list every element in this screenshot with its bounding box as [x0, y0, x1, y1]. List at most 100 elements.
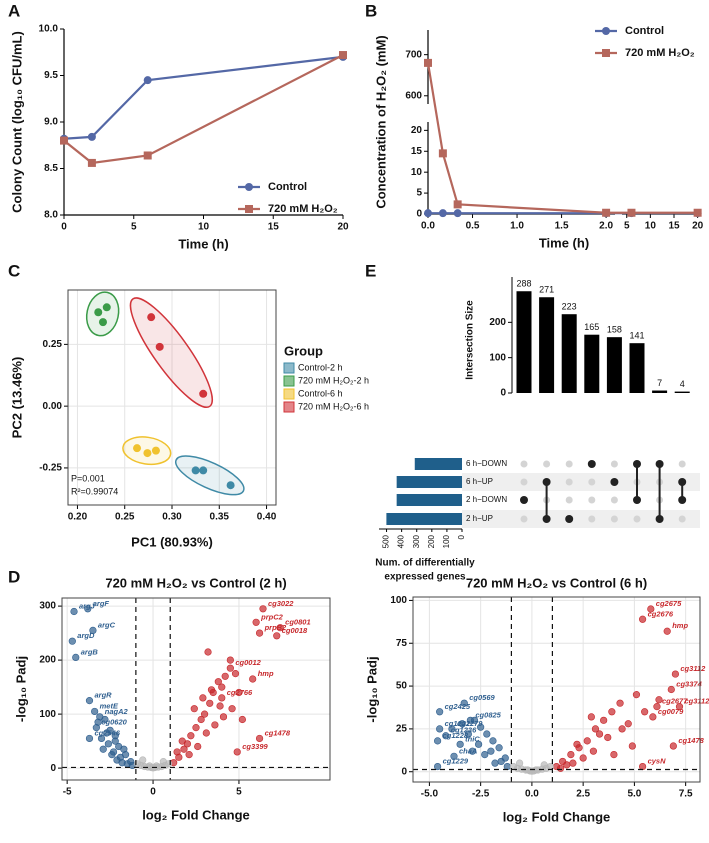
point [194, 742, 202, 751]
point [573, 740, 581, 748]
point [200, 710, 209, 718]
bar [629, 343, 645, 393]
marker [245, 183, 253, 191]
marker [693, 208, 702, 217]
annotation: P=0.001 [71, 473, 105, 483]
plot-border [412, 596, 701, 783]
point [233, 748, 241, 756]
matrix-dot [655, 460, 664, 468]
legend-swatch [283, 388, 295, 400]
point [235, 688, 243, 697]
set-label: 2 h−DOWN [466, 495, 507, 504]
point [255, 629, 264, 637]
series-line [63, 54, 344, 165]
panel-label: B [365, 1, 377, 20]
point [159, 758, 167, 766]
x-axis-label: expressed genes [384, 572, 466, 583]
point [464, 730, 472, 738]
point [94, 308, 103, 317]
x-tick-label: 0 [150, 787, 156, 798]
bar [539, 297, 555, 393]
point [99, 745, 107, 753]
point [468, 747, 477, 755]
x-tick-label: 500 [382, 534, 391, 548]
group-ellipse [129, 297, 213, 408]
x-axis-label: log₂ Fold Change [503, 809, 611, 824]
matrix-dot-empty [588, 478, 596, 486]
matrix-dot [520, 496, 528, 504]
gene-label: cg2425 [445, 702, 471, 711]
matrix-dot-empty [610, 496, 618, 504]
x-tick-label: 0.20 [68, 512, 88, 523]
marker [453, 209, 462, 218]
marker [602, 49, 610, 57]
point [579, 754, 587, 762]
marker [245, 205, 253, 213]
marker [87, 158, 96, 167]
point [503, 762, 511, 771]
gene-label: cysN [648, 757, 667, 766]
gene-label: prpB2 [264, 623, 287, 632]
point [102, 303, 111, 312]
point [199, 694, 207, 702]
point [460, 699, 468, 707]
gene-label: argD [77, 631, 95, 640]
matrix-dot-empty [565, 496, 573, 504]
panel-label: C [8, 261, 20, 280]
y-tick-label: 75 [396, 638, 408, 649]
x-tick-label: 0.30 [162, 512, 182, 523]
legend-label: Control-2 h [298, 362, 343, 372]
point [231, 670, 240, 678]
point [540, 761, 548, 769]
gene-label: cg3112 [685, 697, 709, 706]
x-tick-label: 15 [668, 221, 680, 232]
point [638, 615, 647, 623]
legend-swatch [283, 401, 295, 413]
y-axis-label: Intersection Size [465, 300, 476, 380]
point [655, 696, 663, 704]
y-tick-label: 50 [396, 681, 408, 692]
x-tick-label: 5 [624, 221, 630, 232]
matrix-dot-empty [520, 478, 528, 486]
plot-border [67, 289, 277, 506]
point [608, 708, 616, 716]
y-tick-label: 0.00 [43, 401, 63, 412]
legend-label: 720 mM H₂O₂-2 h [298, 375, 369, 385]
gene-label: hmp [672, 621, 688, 630]
point [276, 624, 284, 632]
point [101, 715, 109, 724]
panel-label: A [8, 1, 20, 20]
marker [339, 51, 347, 60]
point [489, 737, 497, 745]
matrix-dot [633, 496, 641, 504]
chart-title: 720 mM H₂O₂ vs Control (2 h) [105, 575, 286, 590]
point [434, 762, 442, 771]
y-tick-label: 15 [411, 146, 423, 157]
point [436, 708, 444, 716]
bar [606, 337, 622, 393]
gene-label: cg3399 [242, 742, 268, 751]
point [218, 694, 226, 702]
point [491, 759, 499, 767]
point [221, 672, 229, 680]
point [671, 670, 680, 678]
gene-label: cg0018 [282, 626, 308, 635]
matrix-dot [633, 460, 641, 468]
y-tick-label: 25 [396, 724, 408, 735]
gene-label: cg3022 [268, 599, 294, 608]
point [515, 759, 524, 767]
x-tick-label: 1.5 [555, 221, 569, 232]
point [226, 656, 234, 664]
y-tick-label: 200 [39, 655, 56, 666]
point [273, 632, 281, 640]
point [185, 751, 193, 759]
x-tick-label: 2.5 [576, 789, 590, 800]
set-label: 6 h−UP [466, 477, 493, 486]
value-label: 141 [629, 331, 644, 341]
gene-label: cg1229 [443, 757, 469, 766]
y-tick-label: 0 [416, 209, 422, 220]
point [487, 747, 495, 755]
y-tick-label: 0.25 [43, 339, 63, 350]
legend-label: Control [268, 181, 307, 193]
